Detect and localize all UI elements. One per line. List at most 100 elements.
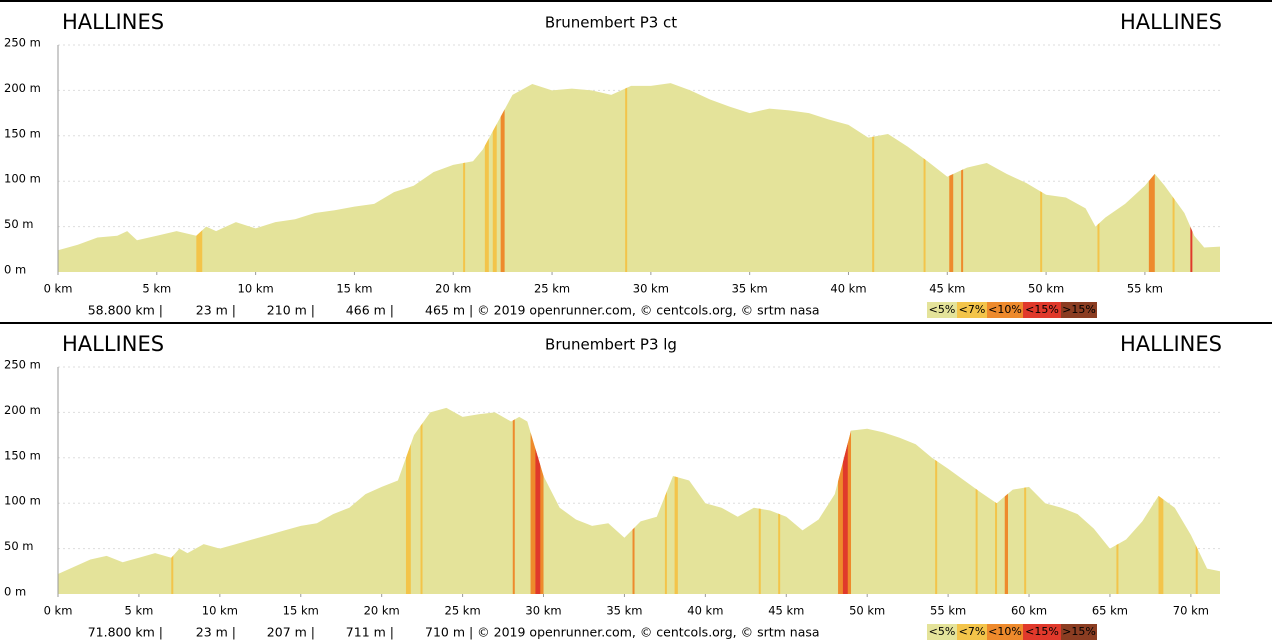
grade-band [196, 83, 203, 272]
legend-swatch [1061, 302, 1097, 318]
stat: 466 m | [346, 303, 394, 318]
grade-band [625, 83, 628, 272]
profile-panel: HALLINES Brunembert P3 ct HALLINES 0 m 50 m 1… [4, 10, 1222, 318]
legend-swatch [987, 302, 1023, 318]
grade-band [961, 83, 964, 272]
x-tick-label: 15 km [336, 282, 372, 296]
grade-band [420, 407, 423, 594]
grade-band [935, 407, 938, 594]
x-tick-label: 70 km [1173, 604, 1209, 618]
grade-band [1116, 407, 1119, 594]
y-tick-label: 100 m [4, 172, 41, 186]
end-label: HALLINES [1120, 10, 1222, 34]
legend-swatch [927, 624, 957, 640]
grade-band [758, 407, 761, 594]
legend-label: >15% [1062, 625, 1096, 638]
legend-swatch [957, 302, 987, 318]
grade-band [463, 83, 466, 272]
x-tick-label: 25 km [534, 282, 570, 296]
x-tick-label: 0 km [44, 282, 73, 296]
x-tick-label: 20 km [364, 604, 400, 618]
x-tick-label: 10 km [202, 604, 238, 618]
grade-band [484, 83, 489, 272]
legend-label: <10% [988, 303, 1022, 316]
elevation-area [58, 83, 1220, 272]
legend-label: <15% [1025, 625, 1059, 638]
grade-band [1190, 83, 1193, 272]
x-tick-label: 30 km [525, 604, 561, 618]
y-tick-label: 200 m [4, 81, 41, 95]
y-tick-label: 50 m [4, 217, 34, 231]
y-tick-label: 0 m [4, 585, 26, 599]
legend-label: <10% [988, 625, 1022, 638]
stat: 711 m | [346, 625, 394, 640]
grade-band [405, 407, 411, 594]
grade-band [1148, 83, 1155, 272]
x-tick-label: 5 km [142, 282, 171, 296]
profile-panel: HALLINES Brunembert P3 lg HALLINES 0 m 50 m 1… [4, 332, 1222, 640]
stat: 23 m | [196, 625, 236, 640]
stat: 210 m | [267, 303, 315, 318]
y-tick-label: 150 m [4, 448, 41, 462]
legend-label: <15% [1025, 303, 1059, 316]
grade-band [1004, 407, 1008, 594]
x-tick-label: 50 km [849, 604, 885, 618]
stat: 58.800 km | [88, 303, 163, 318]
grade-band [512, 407, 515, 594]
grade-band [492, 83, 497, 272]
grade-band [949, 83, 954, 272]
x-tick-label: 5 km [124, 604, 153, 618]
x-tick-label: 45 km [768, 604, 804, 618]
x-tick-label: 40 km [687, 604, 723, 618]
x-tick-label: 35 km [606, 604, 642, 618]
legend-label: >15% [1062, 303, 1096, 316]
x-tick-label: 40 km [830, 282, 866, 296]
x-tick-label: 10 km [238, 282, 274, 296]
legend-label: <5% [929, 625, 956, 638]
legend-label: <7% [959, 303, 986, 316]
grade-band [171, 407, 174, 594]
y-tick-label: 250 m [4, 358, 41, 372]
legend-swatch [1061, 624, 1097, 640]
x-tick-label: 45 km [929, 282, 965, 296]
stat: 71.800 km | [88, 625, 163, 640]
legend-swatch [1023, 624, 1061, 640]
x-tick-label: 30 km [633, 282, 669, 296]
grade-band [923, 83, 926, 272]
grade-band [1040, 83, 1043, 272]
grade-band [1097, 83, 1100, 272]
grade-band [664, 407, 667, 594]
stat: 465 m | © 2019 openrunner.com, © centcol… [425, 303, 820, 318]
x-tick-label: 50 km [1028, 282, 1064, 296]
grade-band [1172, 83, 1175, 272]
y-tick-label: 150 m [4, 126, 41, 140]
grade-band [1024, 407, 1027, 594]
grade-band [1195, 407, 1198, 594]
end-label: HALLINES [1120, 332, 1222, 356]
grade-band [500, 83, 505, 272]
legend-swatch [957, 624, 987, 640]
start-label: HALLINES [62, 10, 164, 34]
grade-band [975, 407, 978, 594]
legend-swatch [927, 302, 957, 318]
chart-title: Brunembert P3 lg [545, 336, 677, 354]
stat: 207 m | [267, 625, 315, 640]
x-tick-label: 65 km [1092, 604, 1128, 618]
y-tick-label: 200 m [4, 403, 41, 417]
x-tick-label: 60 km [1011, 604, 1047, 618]
grade-band [632, 407, 635, 594]
top-border [0, 0, 1272, 2]
x-tick-label: 0 km [44, 604, 73, 618]
x-tick-label: 35 km [732, 282, 768, 296]
y-tick-label: 50 m [4, 539, 34, 553]
x-tick-label: 25 km [445, 604, 481, 618]
grade-band [995, 407, 998, 594]
y-tick-label: 100 m [4, 494, 41, 508]
grade-band [535, 407, 541, 594]
grade-band [842, 407, 848, 594]
x-tick-label: 15 km [283, 604, 319, 618]
grade-band [872, 83, 875, 272]
grade-band [778, 407, 781, 594]
chart-title: Brunembert P3 ct [545, 14, 677, 32]
